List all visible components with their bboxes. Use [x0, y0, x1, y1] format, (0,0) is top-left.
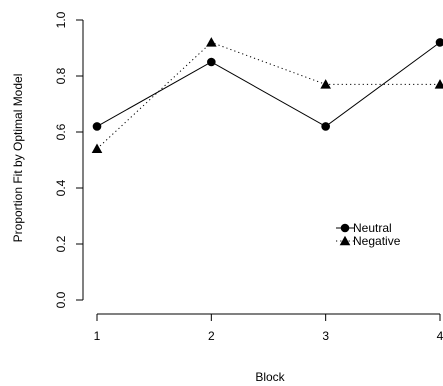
data-point-neutral	[435, 38, 443, 47]
x-tick-label: 3	[322, 329, 329, 343]
y-tick-label: 0.2	[54, 235, 68, 252]
x-tick-label: 4	[437, 329, 443, 343]
series-negative	[91, 37, 443, 154]
legend-marker-negative	[339, 235, 351, 246]
series-neutral	[92, 38, 443, 131]
legend-label-neutral: Neutral	[353, 221, 392, 235]
y-tick-label: 0.6	[54, 123, 68, 140]
legend-item-negative: Negative	[336, 234, 401, 248]
y-tick-label: 0.8	[54, 67, 68, 84]
data-point-neutral	[92, 122, 102, 131]
legend-item-neutral: Neutral	[336, 221, 392, 235]
data-point-negative	[91, 143, 103, 154]
y-axis: 0.0 0.2 0.4 0.6 0.8 1.0	[54, 11, 84, 308]
x-tick-label: 2	[208, 329, 215, 343]
y-tick-label: 1.0	[54, 11, 68, 28]
y-tick-label: 0.4	[54, 179, 68, 196]
x-tick-label: 1	[94, 329, 101, 343]
data-point-negative	[434, 79, 443, 89]
data-point-negative	[206, 37, 217, 47]
series-line-negative	[96, 41, 440, 150]
y-axis-title: Proportion Fit by Optimal Model	[11, 74, 25, 243]
data-point-neutral	[207, 57, 216, 67]
series-layer	[91, 37, 443, 154]
legend-label-negative: Negative	[353, 234, 401, 248]
data-point-negative	[320, 79, 331, 89]
data-point-neutral	[321, 122, 330, 131]
legend-marker-neutral	[340, 223, 350, 233]
y-tick-label: 0.0	[54, 291, 68, 308]
x-axis: 1 2 3 4	[94, 313, 443, 343]
series-line-neutral	[96, 41, 441, 127]
x-axis-title: Block	[255, 370, 285, 384]
